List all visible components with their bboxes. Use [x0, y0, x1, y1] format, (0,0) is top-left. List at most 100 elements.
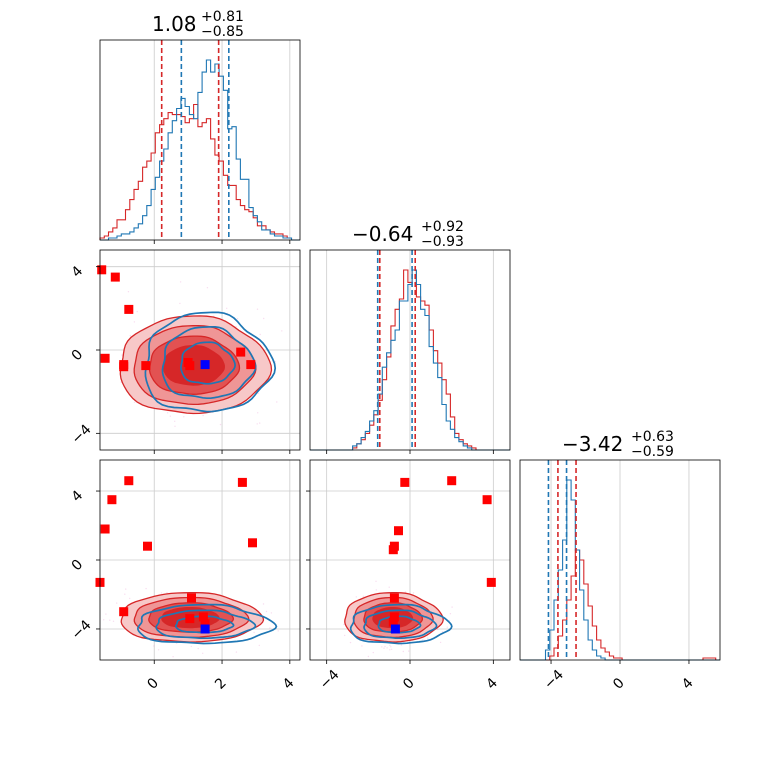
scatter-p0-p1-pt-219	[259, 422, 261, 424]
scatter-p0-p2-pt-115	[190, 645, 192, 648]
yticks-p1-label-1: 0	[69, 347, 87, 365]
scatter-p0-p2-pt-51	[265, 610, 268, 613]
scatter-p0-p1-pt-29	[127, 291, 130, 293]
marker-p1-p2-3	[394, 526, 403, 536]
scatter-p1-p2-pt-122	[362, 595, 365, 597]
scatter-p1-p2-pt-200	[446, 626, 448, 628]
scatter-p1-p2-pt-213	[355, 596, 357, 598]
scatter-p0-p1-pt-79	[281, 330, 283, 332]
scatter-p0-p1-pt-204	[257, 412, 259, 414]
scatter-p1-p2-pt-217	[427, 637, 429, 639]
marker-p0-p1-5	[119, 362, 129, 372]
truth-marker-p1-p2	[390, 624, 400, 634]
marker-p0-p1-1	[110, 272, 120, 282]
scatter-p0-p2-pt-192	[253, 631, 255, 634]
scatter-p0-p2-pt-169	[145, 587, 147, 590]
yticks-p2-label-2: −4	[69, 617, 95, 643]
scatter-p1-p2-pt-150	[375, 589, 377, 591]
scatter-p1-p2-pt-101	[375, 580, 377, 582]
marker-p1-p2-9	[388, 617, 398, 627]
scatter-p1-p2-pt-37	[441, 631, 444, 633]
grid-p2-hist	[550, 460, 690, 660]
scatter-p1-p2-pt-81	[389, 644, 391, 646]
scatter-p1-p2-pt-79	[451, 606, 453, 608]
scatter-p1-p2-pt-11	[381, 646, 383, 648]
scatter-p0-p1-pt-187	[174, 425, 176, 427]
xticks-p0: 0 2 4	[144, 660, 298, 693]
scatter-p0-p2-pt-161	[109, 619, 111, 621]
yticks-p1-p2	[306, 490, 310, 630]
grid-p1-hist	[326, 250, 494, 450]
scatter-p0-p1-pt-246	[259, 333, 261, 336]
scatter-p1-p2-pt-129	[400, 644, 403, 646]
scatter-p0-p2-pt-62	[235, 651, 238, 653]
xticks-p1-label-1: 0	[400, 675, 418, 693]
yticks-p1-label-0: −4	[69, 422, 95, 448]
grid-p0-hist	[153, 40, 291, 240]
contours-blue-p0-p1-blue-level-3	[180, 341, 236, 385]
marker-p0-p2-11	[200, 619, 210, 629]
marker-p1-p2-5	[388, 545, 398, 555]
contours-blue-p1-p2-blue-level-1	[349, 603, 453, 645]
scatter-p0-p1-pt-215	[136, 310, 138, 313]
scatter-p0-p1-pt-96	[257, 392, 259, 394]
title-p0-value: 1.08	[152, 12, 197, 36]
title-p0-sup: +0.81	[201, 9, 244, 25]
contours-blue-p0-p2-blue-level-1	[137, 603, 278, 645]
scatter-p0-p2-pt-22	[172, 656, 174, 658]
title-p2: −3.42	[562, 432, 623, 456]
scatter-p1-p2-pt-61	[412, 592, 415, 594]
scatter-p0-p2-pt-45	[160, 592, 163, 594]
yticks-p1: −4 0 4	[69, 263, 100, 447]
marker-p0-p2-7	[185, 614, 195, 624]
xticks-p1-label-2: 4	[483, 675, 501, 693]
xticks-p0-hist	[153, 240, 291, 244]
xticks-p0-label-0: 0	[144, 675, 162, 693]
scatter-p0-p2-pt-80	[166, 592, 168, 594]
scatter-p0-p1-pt-200	[179, 302, 181, 305]
scatter-p0-p2-pt-85	[125, 588, 127, 590]
scatter-p0-p1-pt-53	[256, 308, 259, 310]
xticks-p0-label-1: 2	[212, 675, 230, 693]
xticks-p1-label-0: −4	[317, 667, 343, 693]
scatter-p0-p2-pt-184	[269, 627, 271, 629]
contours-blue-p1-p2-blue-level-3	[377, 615, 422, 634]
marker-p0-p1-9	[236, 347, 246, 357]
marker-p0-p2-2	[100, 524, 110, 534]
scatter-p1-p2-pt-149	[388, 586, 390, 588]
scatter-p0-p1-pt-170	[129, 334, 131, 337]
scatter-p1-p2-pt-42	[386, 647, 388, 649]
scatter-p1-p2-pt-173	[389, 649, 391, 651]
scatter-p0-p2-pt-249	[277, 630, 279, 632]
title-p1-sup: +0.92	[421, 219, 464, 235]
scatter-p1-p2-pt-96	[404, 591, 407, 593]
scatter-p0-p1-pt-98	[276, 401, 278, 403]
scatter-p1-p2-pt-192	[344, 634, 346, 637]
scatter-p1-p2-pt-89	[402, 650, 404, 653]
marker-p1-p2-2	[482, 495, 492, 505]
scatter-p0-p2-pt-9	[116, 602, 118, 604]
scatter-p1-p2-pt-27	[367, 655, 370, 658]
scatter-p1-p2-pt-147	[390, 648, 393, 650]
marker-p0-p2-5	[119, 607, 129, 617]
xticks-p2-hist: −4 0 4	[541, 660, 697, 693]
scatter-p0-p2-pt-202	[157, 649, 160, 651]
scatter-p0-p1-pt-5	[202, 414, 204, 417]
scatter-p0-p2-pt-255	[202, 652, 204, 654]
yticks-p2-label-1: 0	[69, 557, 87, 575]
contours-blue-p0-p2-blue-level-2	[155, 609, 257, 640]
scatter-p0-p1-pt-176	[256, 423, 258, 425]
hist-p0-red-line	[99, 103, 300, 241]
title-p2-sup: +0.63	[631, 429, 674, 445]
scatter-p0-p1-pt-244	[183, 416, 185, 418]
scatter-p1-p2-pt-22	[439, 641, 442, 644]
panels: −4 0 4 −4 0 4 0 2 4 4 0 −4 −4 0 4	[69, 39, 721, 693]
marker-p0-p1	[97, 265, 256, 372]
scatter-p0-p2-pt-119	[129, 597, 131, 600]
hist-p0-blue-line	[100, 59, 300, 241]
yticks-p2: 4 0 −4	[69, 487, 100, 643]
marker-p0-p1-10	[246, 360, 256, 370]
scatter-p0-p1-pt-256	[174, 420, 176, 422]
scatter-p0-p2-pt-70	[112, 620, 115, 622]
